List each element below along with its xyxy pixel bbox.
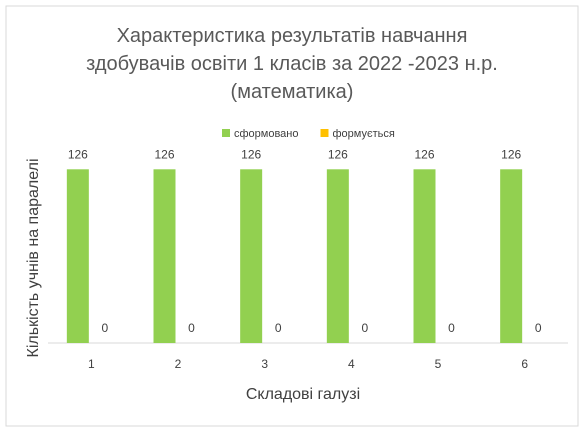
bar (500, 169, 523, 343)
x-tick-label: 5 (435, 357, 442, 371)
x-tick-label: 4 (348, 357, 355, 371)
bar (66, 169, 89, 343)
legend-swatch (320, 129, 329, 137)
data-label: 126 (154, 147, 174, 161)
legend-label: сформовано (234, 128, 299, 140)
bar (153, 169, 176, 343)
bar (413, 169, 436, 343)
legend-label: формується (333, 128, 395, 140)
x-tick-label: 1 (88, 357, 95, 371)
x-tick-label: 2 (175, 357, 182, 371)
data-label: 0 (188, 321, 195, 335)
data-label: 0 (275, 321, 282, 335)
title-box: Характеристика результатів навчання здоб… (0, 22, 584, 106)
x-tick-label: 3 (261, 357, 268, 371)
data-label: 0 (448, 321, 455, 335)
chart-border (5, 5, 579, 427)
x-tick-label: 6 (521, 357, 528, 371)
x-axis-title: Складові галузі (246, 386, 360, 403)
legend-swatch (222, 129, 230, 137)
data-label: 126 (328, 147, 348, 161)
y-axis-title: Кількість учнів на паралелі (25, 158, 42, 357)
data-label: 126 (68, 147, 88, 161)
data-label: 0 (535, 321, 542, 335)
data-label: 0 (101, 321, 108, 335)
bar (240, 169, 263, 343)
data-label: 126 (414, 147, 434, 161)
data-label: 0 (361, 321, 368, 335)
chart-title: Характеристика результатів навчання здоб… (86, 25, 498, 103)
data-label: 126 (241, 147, 261, 161)
data-label: 126 (501, 147, 521, 161)
bar (326, 169, 349, 343)
